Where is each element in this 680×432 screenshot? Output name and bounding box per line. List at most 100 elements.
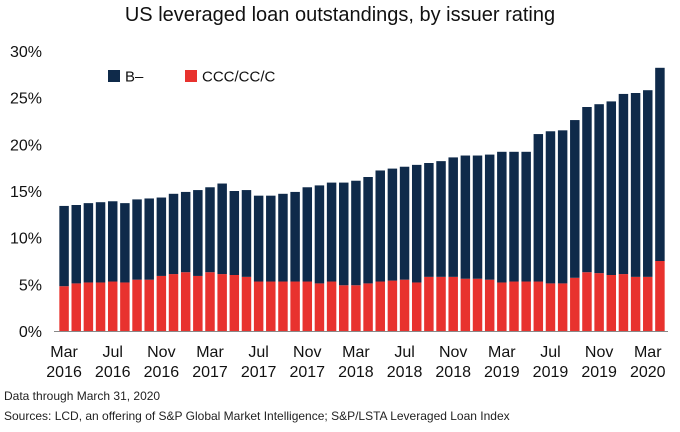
bar-b-minus-segment — [582, 107, 592, 273]
legend: B– CCC/CC/C — [108, 69, 275, 86]
bar-ccc-segment — [448, 276, 458, 331]
bar-b-minus-segment — [83, 203, 94, 283]
x-tick-label-year: 2018 — [435, 364, 471, 381]
y-axis: 0% 5% 10% 15% 20% 25% 30% — [10, 44, 42, 341]
bar-b-minus-segment — [460, 155, 471, 279]
bar-ccc-segment — [339, 285, 349, 331]
bar-b-minus-segment — [448, 157, 458, 277]
chart-svg: 0% 5% 10% 15% 20% 25% 30% Mar 2016 Jul 2016 Nov 201… — [10, 44, 668, 381]
bar-b-minus-segment — [205, 187, 215, 273]
y-tick-label: 15% — [10, 184, 42, 201]
bar-ccc-segment — [618, 274, 629, 331]
x-tick-label-month: Mar — [342, 344, 370, 361]
bar-ccc-segment — [497, 282, 507, 331]
x-tick-label-year: 2016 — [144, 364, 180, 381]
bar-ccc-segment — [630, 276, 641, 331]
bar-b-minus-segment — [107, 201, 118, 282]
x-tick-label-year: 2017 — [241, 364, 277, 381]
chart-title: US leveraged loan outstandings, by issue… — [124, 4, 556, 26]
x-tick-label-month: Jul — [248, 344, 268, 361]
x-tick-label-month: Nov — [147, 344, 175, 361]
bar-b-minus-segment — [132, 199, 142, 280]
x-tick-label-year: 2016 — [46, 364, 82, 381]
bar-ccc-segment — [387, 280, 398, 331]
x-tick-label-year: 2019 — [533, 364, 569, 381]
source-note: Sources: LCD, an offering of S&P Global … — [4, 409, 510, 423]
bar-ccc-segment — [424, 276, 434, 331]
y-tick-label: 30% — [10, 44, 42, 61]
bar-ccc-segment — [193, 275, 203, 331]
bar-ccc-segment — [83, 282, 94, 331]
bar-ccc-segment — [290, 281, 300, 331]
x-tick-label-year: 2019 — [484, 364, 520, 381]
bar-b-minus-segment — [484, 154, 495, 280]
bar-ccc-segment — [521, 281, 531, 331]
bar-ccc-segment — [205, 272, 215, 331]
bar-b-minus-segment — [570, 120, 580, 278]
bar-ccc-segment — [484, 279, 495, 331]
bars — [59, 67, 665, 331]
bar-b-minus-segment — [545, 131, 556, 284]
bar-b-minus-segment — [436, 161, 446, 277]
bar-b-minus-segment — [594, 104, 604, 274]
bar-ccc-segment — [120, 282, 130, 331]
bar-b-minus-segment — [266, 195, 276, 282]
bar-b-minus-segment — [156, 197, 167, 276]
bar-b-minus-segment — [193, 190, 203, 276]
x-tick-label-month: Jul — [540, 344, 560, 361]
y-tick-label: 20% — [10, 137, 42, 154]
bar-b-minus-segment — [387, 168, 398, 281]
bar-b-minus-segment — [424, 163, 434, 277]
y-tick-label: 5% — [19, 277, 42, 294]
bar-b-minus-segment — [643, 90, 653, 277]
x-tick-label-month: Mar — [196, 344, 224, 361]
bar-ccc-segment — [643, 276, 653, 331]
bar-ccc-segment — [144, 279, 154, 331]
bar-ccc-segment — [411, 282, 422, 331]
bar-ccc-segment — [375, 281, 385, 331]
bar-ccc-segment — [241, 276, 252, 331]
bar-ccc-segment — [302, 281, 313, 331]
legend-label: B– — [125, 69, 144, 86]
bar-ccc-segment — [557, 283, 568, 331]
x-tick-label-year: 2016 — [95, 364, 131, 381]
data-note: Data through March 31, 2020 — [4, 389, 161, 403]
bar-b-minus-segment — [363, 177, 373, 284]
bar-b-minus-segment — [144, 198, 154, 280]
x-tick-label-month: Mar — [488, 344, 516, 361]
legend-label: CCC/CC/C — [202, 69, 275, 86]
bar-ccc-segment — [314, 283, 325, 331]
x-tick-label-month: Nov — [585, 344, 613, 361]
bar-ccc-segment — [266, 281, 276, 331]
bar-ccc-segment — [71, 283, 81, 331]
bar-b-minus-segment — [180, 191, 191, 273]
bar-ccc-segment — [278, 281, 288, 331]
bar-b-minus-segment — [120, 203, 130, 283]
bar-ccc-segment — [107, 281, 118, 331]
bar-b-minus-segment — [71, 205, 81, 284]
bar-ccc-segment — [606, 275, 617, 331]
bar-b-minus-segment — [314, 185, 325, 284]
bar-ccc-segment — [509, 281, 519, 331]
bar-ccc-segment — [582, 272, 592, 331]
bar-ccc-segment — [59, 286, 69, 331]
bar-b-minus-segment — [557, 130, 568, 284]
bar-b-minus-segment — [95, 202, 106, 283]
bar-ccc-segment — [95, 282, 106, 331]
bar-b-minus-segment — [606, 101, 617, 276]
x-tick-label-month: Jul — [102, 344, 122, 361]
bar-b-minus-segment — [229, 191, 240, 275]
bar-b-minus-segment — [655, 67, 665, 261]
x-tick-label-month: Mar — [50, 344, 78, 361]
bar-b-minus-segment — [375, 170, 385, 282]
bar-b-minus-segment — [509, 151, 519, 282]
x-tick-label-year: 2019 — [581, 364, 617, 381]
x-axis: Mar 2016 Jul 2016 Nov 2016 Mar 2017 Jul 2017 Nov 20… — [46, 344, 665, 381]
bar-ccc-segment — [533, 281, 544, 331]
x-tick-label-month: Nov — [293, 344, 321, 361]
x-tick-label-year: 2017 — [289, 364, 325, 381]
bar-b-minus-segment — [59, 205, 69, 287]
bar-ccc-segment — [326, 281, 337, 331]
bar-b-minus-segment — [253, 195, 264, 282]
bar-b-minus-segment — [217, 183, 227, 275]
